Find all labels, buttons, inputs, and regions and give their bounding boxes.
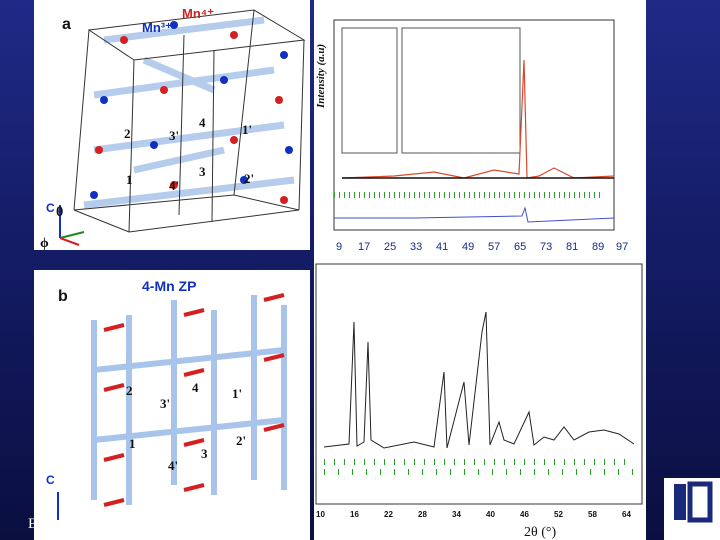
x-tick-labels: 10 16 22 28 34 40 46 52 58 64: [316, 510, 631, 519]
site-label: 2: [124, 126, 131, 141]
bond-network: [91, 295, 287, 505]
x-tick-labels: 9 17 25 33 41 49 57 65 73 81 89 97: [336, 241, 628, 253]
site-label: 2': [244, 171, 254, 186]
logo-mark: [674, 481, 713, 523]
x-tick: 89: [592, 241, 604, 253]
site-label: 2': [236, 433, 246, 448]
x-tick: 46: [520, 510, 529, 519]
x-tick: 22: [384, 510, 393, 519]
site-label: 2: [126, 383, 133, 398]
x-tick: 9: [336, 241, 342, 253]
x-tick: 57: [488, 241, 500, 253]
site-label: 4': [168, 458, 178, 473]
site-label: 1: [129, 436, 136, 451]
site-label: 3': [160, 396, 170, 411]
x-tick: 41: [436, 241, 448, 253]
y-axis-label: Intensity (a.u): [315, 44, 327, 109]
mn-spin-arrows: [90, 21, 293, 204]
bond-network: [83, 16, 295, 209]
x-tick: 25: [384, 241, 396, 253]
structure-a-drawing: 2 3' 4 1' 1 4' 3 2' C θ ϕ: [40, 9, 306, 250]
site-label: 3: [199, 164, 206, 179]
panel-a-label: a: [62, 16, 71, 33]
x-tick: 49: [462, 241, 474, 253]
axes-triad: [59, 205, 85, 246]
x-tick: 52: [554, 510, 563, 519]
xrd-top-plot: Intensity (a.u) 9 17 25 33 41 49 57 65 7…: [315, 19, 628, 253]
mn4-label: Mn⁴⁺: [182, 6, 215, 21]
xrd-bottom-plot: 10 16 22 28 34 40 46 52 58 64 2θ (°): [315, 263, 643, 540]
panel-b-label: b: [58, 288, 68, 305]
magnetic-structure-panel-a: 2 3' 4 1' 1 4' 3 2' C θ ϕ a Mn³⁺ Mn⁴⁺: [34, 0, 310, 250]
axis-phi-label: ϕ: [40, 236, 49, 250]
site-label: 4: [199, 115, 206, 130]
footer-text: E: [28, 516, 38, 532]
site-label: 4': [169, 178, 179, 193]
site-label: 1: [126, 172, 133, 187]
site-label: 1': [232, 386, 242, 401]
xrd-pattern-top: Intensity (a.u) 9 17 25 33 41 49 57 65 7…: [314, 0, 646, 262]
x-tick: 16: [350, 510, 359, 519]
axis-c-label: C: [46, 473, 55, 487]
site-label: 1': [242, 122, 252, 137]
structure-b-drawing: 2 3' 4 1' 1 4' 3 2' C: [46, 293, 287, 520]
x-tick: 40: [486, 510, 495, 519]
magnetic-structure-panel-b: 2 3' 4 1' 1 4' 3 2' C b 4-Mn ZP: [34, 270, 310, 540]
x-tick: 97: [616, 241, 628, 253]
x-tick: 81: [566, 241, 578, 253]
x-tick: 28: [418, 510, 427, 519]
x-tick: 58: [588, 510, 597, 519]
mn3-label: Mn³⁺: [142, 20, 172, 35]
x-tick: 33: [410, 241, 422, 253]
cell-edges: [73, 9, 306, 233]
x-tick: 10: [316, 510, 325, 519]
x-tick: 73: [540, 241, 552, 253]
x-axis-label: 2θ (°): [524, 525, 556, 540]
axis-theta-label: θ: [56, 205, 63, 220]
lab-logo: [664, 478, 720, 540]
difference-trace: [334, 206, 615, 223]
site-label: 3: [201, 446, 208, 461]
x-tick: 17: [358, 241, 370, 253]
site-label: 4: [192, 380, 199, 395]
x-tick: 65: [514, 241, 526, 253]
axis-c-label: C: [46, 201, 55, 215]
panel-b-title: 4-Mn ZP: [142, 278, 197, 294]
spin-arrows: [103, 293, 285, 507]
observed-trace: [341, 59, 615, 179]
x-tick: 34: [452, 510, 461, 519]
observed-trace: [323, 311, 635, 449]
site-label: 3': [169, 128, 179, 143]
xrd-pattern-bottom: 10 16 22 28 34 40 46 52 58 64 2θ (°): [314, 262, 646, 540]
x-tick: 64: [622, 510, 631, 519]
